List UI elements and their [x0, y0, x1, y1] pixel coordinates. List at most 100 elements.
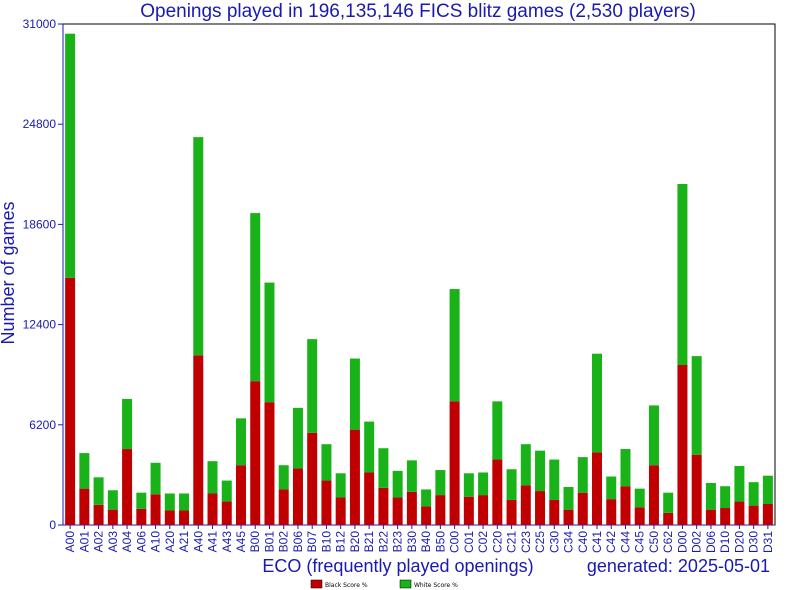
bar-black-d02: [691, 454, 702, 525]
x-tick-label: B07: [305, 531, 319, 553]
x-tick-label: A02: [92, 531, 106, 553]
bar-white-a00: [65, 33, 76, 278]
legend-swatch-white: [399, 579, 412, 589]
bars: [65, 33, 773, 525]
x-tick-label: A03: [106, 531, 120, 553]
bar-white-d00: [677, 183, 688, 366]
bar-white-c42: [606, 476, 617, 500]
bar-white-b07: [307, 339, 318, 433]
bar-white-b12: [335, 473, 346, 498]
x-tick-label: D02: [690, 531, 704, 553]
x-tick-label: A10: [149, 531, 163, 553]
bar-black-a02: [93, 504, 104, 525]
y-ticks: 0 6200 12400 18600 24800 31000: [23, 17, 63, 532]
x-tick-label: C23: [519, 531, 533, 553]
plot-frame: [62, 23, 776, 526]
bar-black-b40: [421, 506, 432, 525]
x-tick-label: B50: [433, 531, 447, 553]
bar-black-c34: [563, 509, 574, 525]
bar-white-b50: [435, 470, 446, 496]
bar-white-c45: [634, 488, 645, 508]
bar-black-c41: [592, 452, 602, 525]
bar-black-c40: [577, 492, 588, 525]
bar-white-c02: [478, 472, 489, 496]
bar-black-a40: [193, 355, 204, 525]
x-tick-label: B01: [262, 531, 276, 553]
x-tick-label: C00: [448, 531, 462, 553]
bar-white-b20: [349, 358, 360, 430]
bar-white-b23: [392, 470, 403, 498]
legend: Black Score % White Score %: [310, 579, 458, 589]
x-tick-label: D20: [732, 531, 746, 553]
bar-white-b01: [264, 282, 275, 403]
bar-black-d31: [762, 503, 773, 525]
bar-white-c25: [535, 450, 546, 492]
bar-black-c50: [648, 465, 659, 525]
x-tick-label: D30: [747, 531, 761, 553]
bar-white-d20: [734, 466, 745, 502]
bar-black-a00: [65, 277, 76, 525]
x-tick-label: A43: [220, 531, 234, 553]
bar-white-d30: [748, 482, 759, 506]
bar-white-b10: [321, 444, 332, 481]
x-tick-label: A20: [163, 531, 177, 553]
x-tick-label: B30: [405, 531, 419, 553]
x-tick-label: C42: [604, 531, 618, 553]
bar-black-a20: [164, 510, 175, 525]
x-tick-label: C40: [576, 531, 590, 553]
x-tick-label: A04: [120, 531, 134, 553]
x-tick-label: C41: [590, 531, 604, 553]
x-tick-labels: A00 A01 A02 A03 A04 A06 A10 A20 A21 A40 A41 A43 A45 B…: [63, 525, 775, 553]
x-tick-label: B23: [391, 531, 405, 553]
x-tick-label: A45: [234, 531, 248, 553]
bar-black-c23: [520, 485, 531, 525]
x-tick-label: B21: [362, 531, 376, 553]
y-tick-label: 18600: [23, 217, 57, 231]
x-tick-label: C34: [562, 531, 576, 553]
bar-black-d06: [705, 509, 716, 525]
bar-black-b50: [435, 495, 446, 525]
x-tick-label: A06: [134, 531, 148, 553]
bar-black-c00: [449, 401, 460, 525]
bar-black-a04: [122, 449, 133, 525]
bar-white-b30: [406, 460, 417, 492]
bar-white-d10: [720, 486, 731, 509]
bar-white-c21: [506, 469, 517, 500]
x-tick-label: A21: [177, 531, 191, 553]
x-tick-label: B20: [348, 531, 362, 553]
bar-white-a10: [150, 462, 161, 495]
bar-white-b22: [378, 448, 389, 488]
generated-date: generated: 2025-05-01: [587, 556, 770, 576]
x-tick-label: C45: [633, 531, 647, 553]
bar-black-b07: [307, 432, 318, 525]
bar-white-c23: [520, 444, 531, 486]
bar-black-b06: [292, 468, 303, 525]
x-tick-label: C02: [476, 531, 490, 553]
y-tick-label: 12400: [23, 318, 57, 332]
bar-white-c44: [620, 449, 631, 487]
bar-white-d06: [705, 482, 716, 510]
legend-label-white: White Score %: [414, 582, 458, 589]
x-tick-label: C01: [462, 531, 476, 553]
bar-white-b06: [292, 407, 303, 469]
bar-white-a20: [164, 493, 175, 511]
bar-white-c41: [592, 353, 602, 453]
bar-black-a03: [107, 509, 118, 525]
bar-black-c25: [535, 491, 546, 525]
bar-white-b40: [421, 489, 432, 507]
bar-white-b02: [278, 465, 289, 490]
legend-label-black: Black Score %: [325, 582, 368, 589]
bar-black-b22: [378, 487, 389, 525]
bar-black-b02: [278, 489, 289, 525]
bar-black-b30: [406, 491, 417, 525]
legend-swatch-black: [310, 579, 323, 589]
bar-black-d10: [720, 508, 731, 525]
bar-black-b00: [250, 381, 261, 525]
bar-white-c30: [549, 459, 560, 500]
bar-black-c30: [549, 499, 560, 525]
x-axis-title: ECO (frequently played openings): [262, 556, 533, 576]
x-tick-label: C30: [547, 531, 561, 553]
x-tick-label: D31: [761, 531, 775, 553]
bar-white-b21: [364, 421, 375, 473]
